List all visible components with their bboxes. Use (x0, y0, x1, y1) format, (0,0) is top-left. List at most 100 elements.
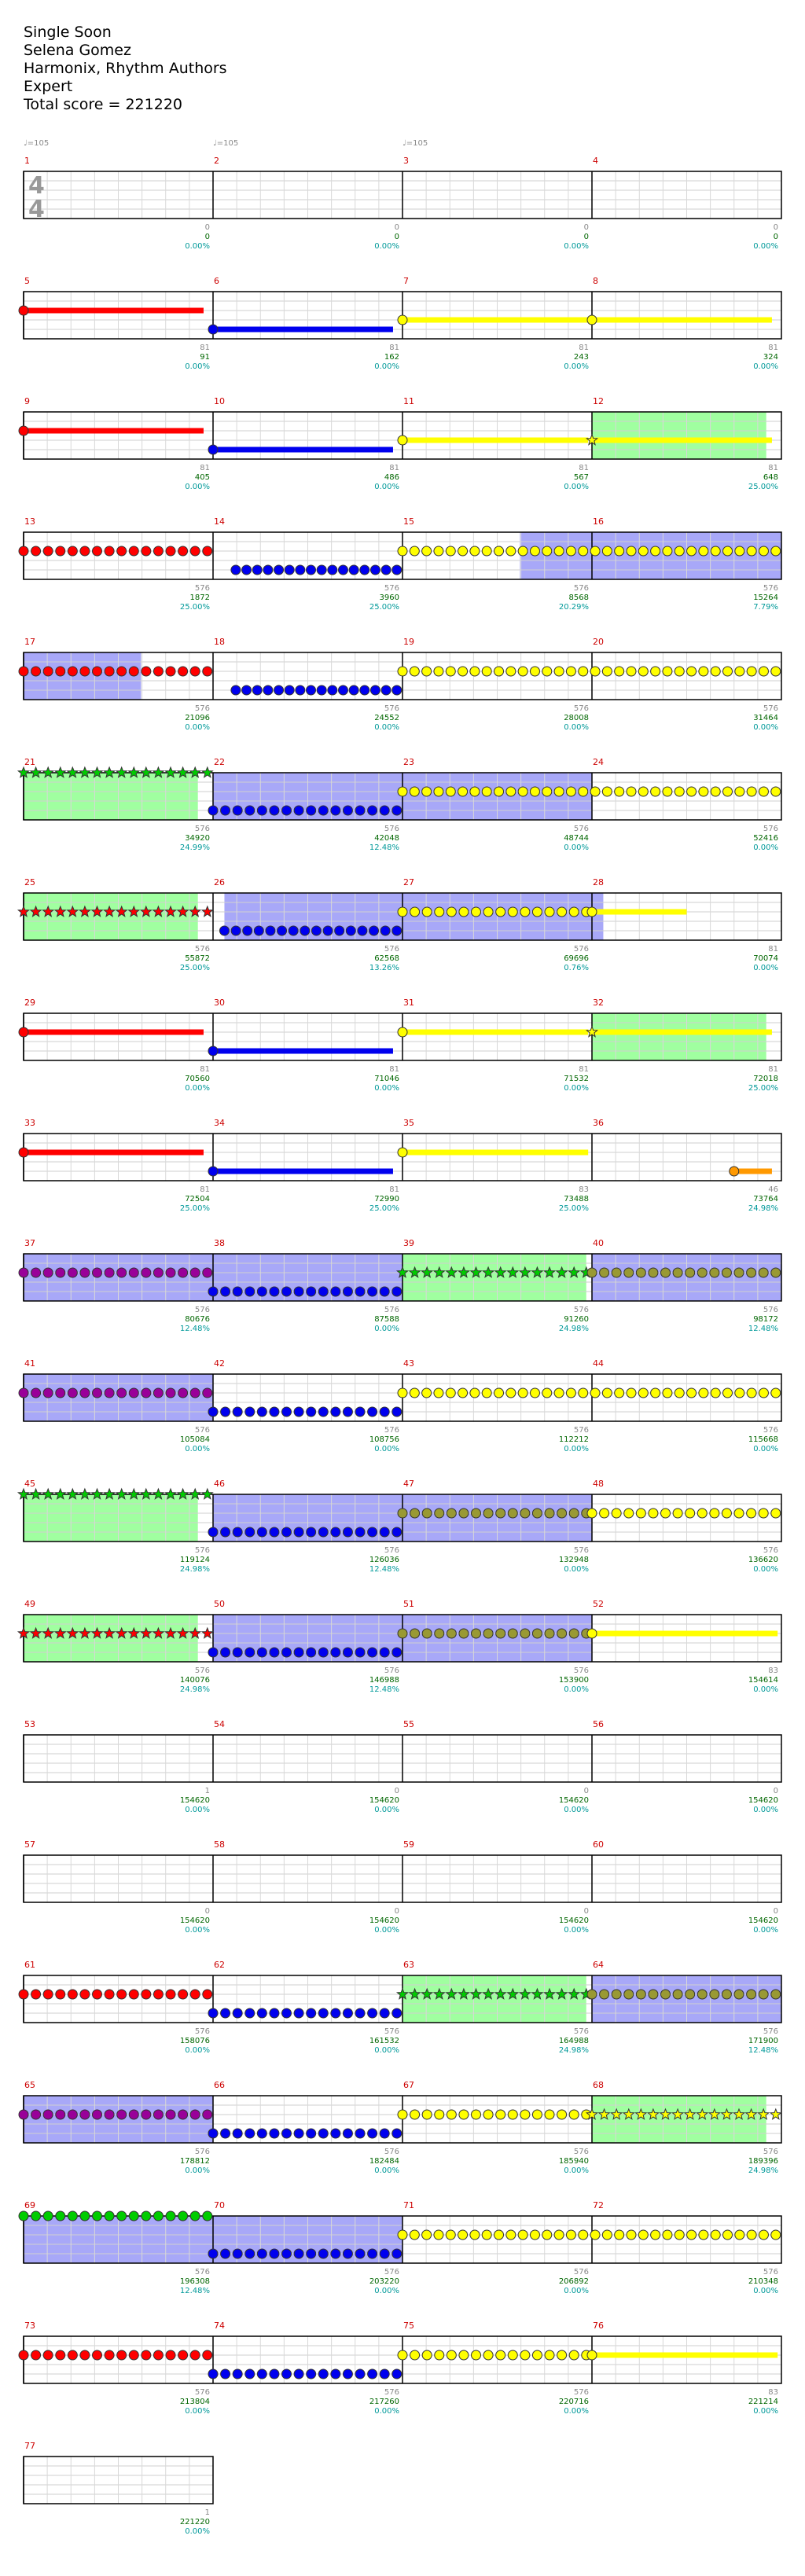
measure-note-count: 576 (763, 2268, 778, 2277)
note-gem (397, 2109, 408, 2120)
note-gem (469, 786, 480, 797)
measure-note-count: 576 (574, 825, 589, 833)
note-gem (758, 546, 769, 557)
note-gem (391, 564, 402, 575)
staff-border (23, 1854, 782, 1903)
time-signature-bottom: 4 (28, 196, 45, 223)
note-gem (355, 2368, 366, 2379)
note-gem (116, 2350, 127, 2361)
note-gem (42, 546, 53, 557)
note-gem (104, 2109, 115, 2120)
note-gem (220, 805, 231, 816)
measure-overdrive-pct: 0.00% (374, 242, 399, 251)
note-gem (471, 1628, 482, 1639)
note-gem (746, 546, 757, 557)
measure-score: 0 (205, 233, 210, 241)
note-gem (330, 2008, 341, 2019)
star-gem (518, 1987, 531, 2000)
note-gem (306, 1527, 317, 1538)
note-gem (421, 1508, 432, 1519)
note-gem (79, 1989, 90, 2000)
note-gem (202, 2350, 213, 2361)
note-gem (244, 1647, 255, 1658)
note-gem (445, 546, 456, 557)
measure-score: 73488 (564, 1195, 589, 1203)
note-gem (277, 925, 288, 936)
star-gem (29, 1487, 42, 1500)
note-gem (458, 906, 469, 917)
measure-number: 62 (214, 1960, 225, 1970)
measure-note-count: 576 (384, 1666, 399, 1675)
note-gem (410, 1628, 421, 1639)
measure-overdrive-pct: 24.98% (180, 1685, 210, 1694)
note-gem (379, 1647, 390, 1658)
measure-score: 115668 (748, 1435, 778, 1444)
note-gem (31, 1989, 42, 2000)
note-gem (355, 1286, 366, 1297)
note-gem (638, 2229, 649, 2240)
measure-note-count: 81 (579, 344, 589, 352)
measure-score: 87588 (374, 1315, 399, 1324)
note-gem (318, 2008, 329, 2019)
note-gem (710, 2229, 721, 2240)
measure-score: 210348 (748, 2277, 778, 2286)
measure-note-count: 0 (205, 1907, 210, 1916)
note-gem (770, 546, 781, 557)
note-gem (611, 1267, 622, 1278)
measure-number: 65 (24, 2080, 35, 2090)
measure-note-count: 576 (195, 584, 210, 593)
note-gem (697, 1508, 708, 1519)
note-gem (471, 1508, 482, 1519)
star-gem (176, 905, 189, 917)
measure-number: 55 (403, 1719, 414, 1729)
note-gem (586, 2350, 597, 2361)
measure-overdrive-pct: 0.00% (753, 1926, 778, 1935)
measure-note-count: 81 (200, 344, 210, 352)
note-gem (269, 2368, 280, 2379)
note-gem (208, 2128, 219, 2139)
note-gem (505, 666, 516, 677)
note-gem (31, 2210, 42, 2221)
staff-border (23, 1614, 782, 1663)
note-gem (220, 2008, 231, 2019)
note-gem (505, 2229, 516, 2240)
measure-note-count: 576 (384, 1426, 399, 1435)
star-gem (189, 1487, 202, 1500)
note-gem (288, 925, 299, 936)
measure-score: 158076 (180, 2037, 210, 2045)
note-gem (590, 2229, 601, 2240)
note-gem (178, 2350, 189, 2361)
note-gem (269, 1286, 280, 1297)
note-gem (397, 786, 408, 797)
note-gem (421, 2350, 432, 2361)
note-gem (586, 1989, 597, 2000)
note-gem (433, 666, 444, 677)
measure-overdrive-pct: 12.48% (369, 843, 399, 852)
note-gem (153, 666, 164, 677)
measure-note-count: 576 (384, 2388, 399, 2397)
note-gem (342, 1406, 353, 1417)
note-gem (635, 1989, 646, 2000)
measure-number: 20 (593, 637, 604, 647)
note-gem (397, 1508, 408, 1519)
note-gem (18, 1267, 29, 1278)
note-gem (586, 314, 597, 325)
measure-number: 72 (593, 2200, 604, 2210)
measure-note-count: 576 (763, 1426, 778, 1435)
measure-note-count: 576 (195, 2268, 210, 2277)
note-gem (495, 2109, 506, 2120)
note-gem (128, 1989, 139, 2000)
song-artist: Selena Gomez (24, 42, 131, 59)
measure-number: 64 (593, 1960, 604, 1970)
song-title: Single Soon (24, 24, 112, 41)
measure-overdrive-pct: 0.00% (753, 723, 778, 732)
measure-score: 203220 (369, 2277, 399, 2286)
measure-overdrive-pct: 0.00% (564, 1084, 589, 1093)
measure-overdrive-pct: 12.48% (748, 1325, 778, 1333)
note-gem (733, 1989, 744, 2000)
measure-note-count: 81 (579, 464, 589, 472)
note-gem (42, 2210, 53, 2221)
note-gem (293, 1647, 304, 1658)
measure-overdrive-pct: 0.00% (374, 1325, 399, 1333)
measure-number: 48 (593, 1479, 604, 1489)
